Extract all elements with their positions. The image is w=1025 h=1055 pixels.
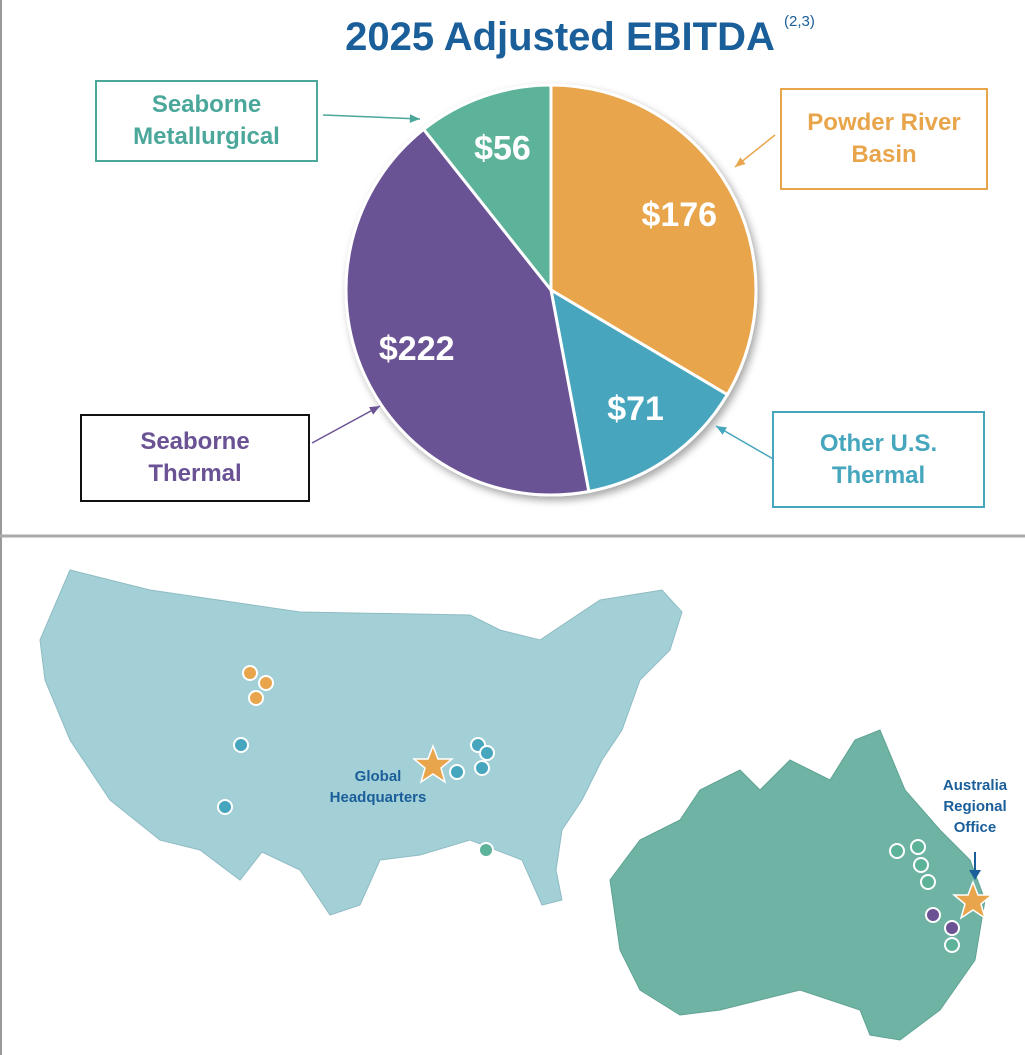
us-shape	[39, 569, 683, 916]
mine-dot	[474, 760, 490, 776]
mine-dot	[944, 937, 960, 953]
mine-dot	[258, 675, 274, 691]
mine-dot	[920, 874, 936, 890]
mine-dot	[449, 764, 465, 780]
office-star	[951, 879, 995, 920]
legend-arrow	[322, 114, 421, 120]
value-label: $71	[607, 390, 664, 428]
mine-dot	[479, 745, 495, 761]
hq-label: Global Headquarters	[329, 768, 427, 806]
legend-arrowhead	[369, 406, 380, 415]
office-label: Australia Regional Office	[942, 777, 1008, 836]
legend-arrow	[311, 405, 381, 444]
legend-arrowhead	[716, 426, 727, 435]
mine-dot	[217, 799, 233, 815]
australia-shape	[609, 729, 986, 1041]
title-note: (2,3)	[784, 13, 815, 30]
mine-dot	[925, 907, 941, 923]
legend-box: Powder River Basin	[780, 88, 988, 190]
pie-slice	[421, 83, 553, 295]
pie-slice	[548, 287, 730, 494]
legend-box: Seaborne Thermal	[80, 414, 310, 502]
legend-box: Seaborne Metallurgical	[95, 80, 318, 162]
mine-dot	[242, 665, 258, 681]
legend-arrowhead	[409, 114, 420, 123]
mine-dot	[233, 737, 249, 753]
us-map	[39, 569, 683, 916]
australia-map	[609, 729, 995, 1041]
value-label: $176	[641, 196, 717, 234]
pie-slice	[549, 83, 758, 397]
legend-arrowhead	[735, 157, 746, 167]
legend-box: Other U.S. Thermal	[772, 411, 985, 508]
value-label: $222	[379, 330, 455, 368]
legend-arrow	[715, 425, 776, 461]
value-label: $56	[474, 130, 531, 168]
mine-dot	[478, 842, 494, 858]
mine-dot	[944, 920, 960, 936]
hq-star	[411, 743, 455, 784]
office-arrowhead	[969, 870, 981, 880]
mine-dot	[910, 839, 926, 855]
mine-dot	[248, 690, 264, 706]
chart-title: 2025 Adjusted EBITDA	[345, 15, 775, 59]
pie	[344, 83, 758, 497]
pie-slice	[344, 127, 591, 497]
mine-dot	[913, 857, 929, 873]
mine-dot	[889, 843, 905, 859]
